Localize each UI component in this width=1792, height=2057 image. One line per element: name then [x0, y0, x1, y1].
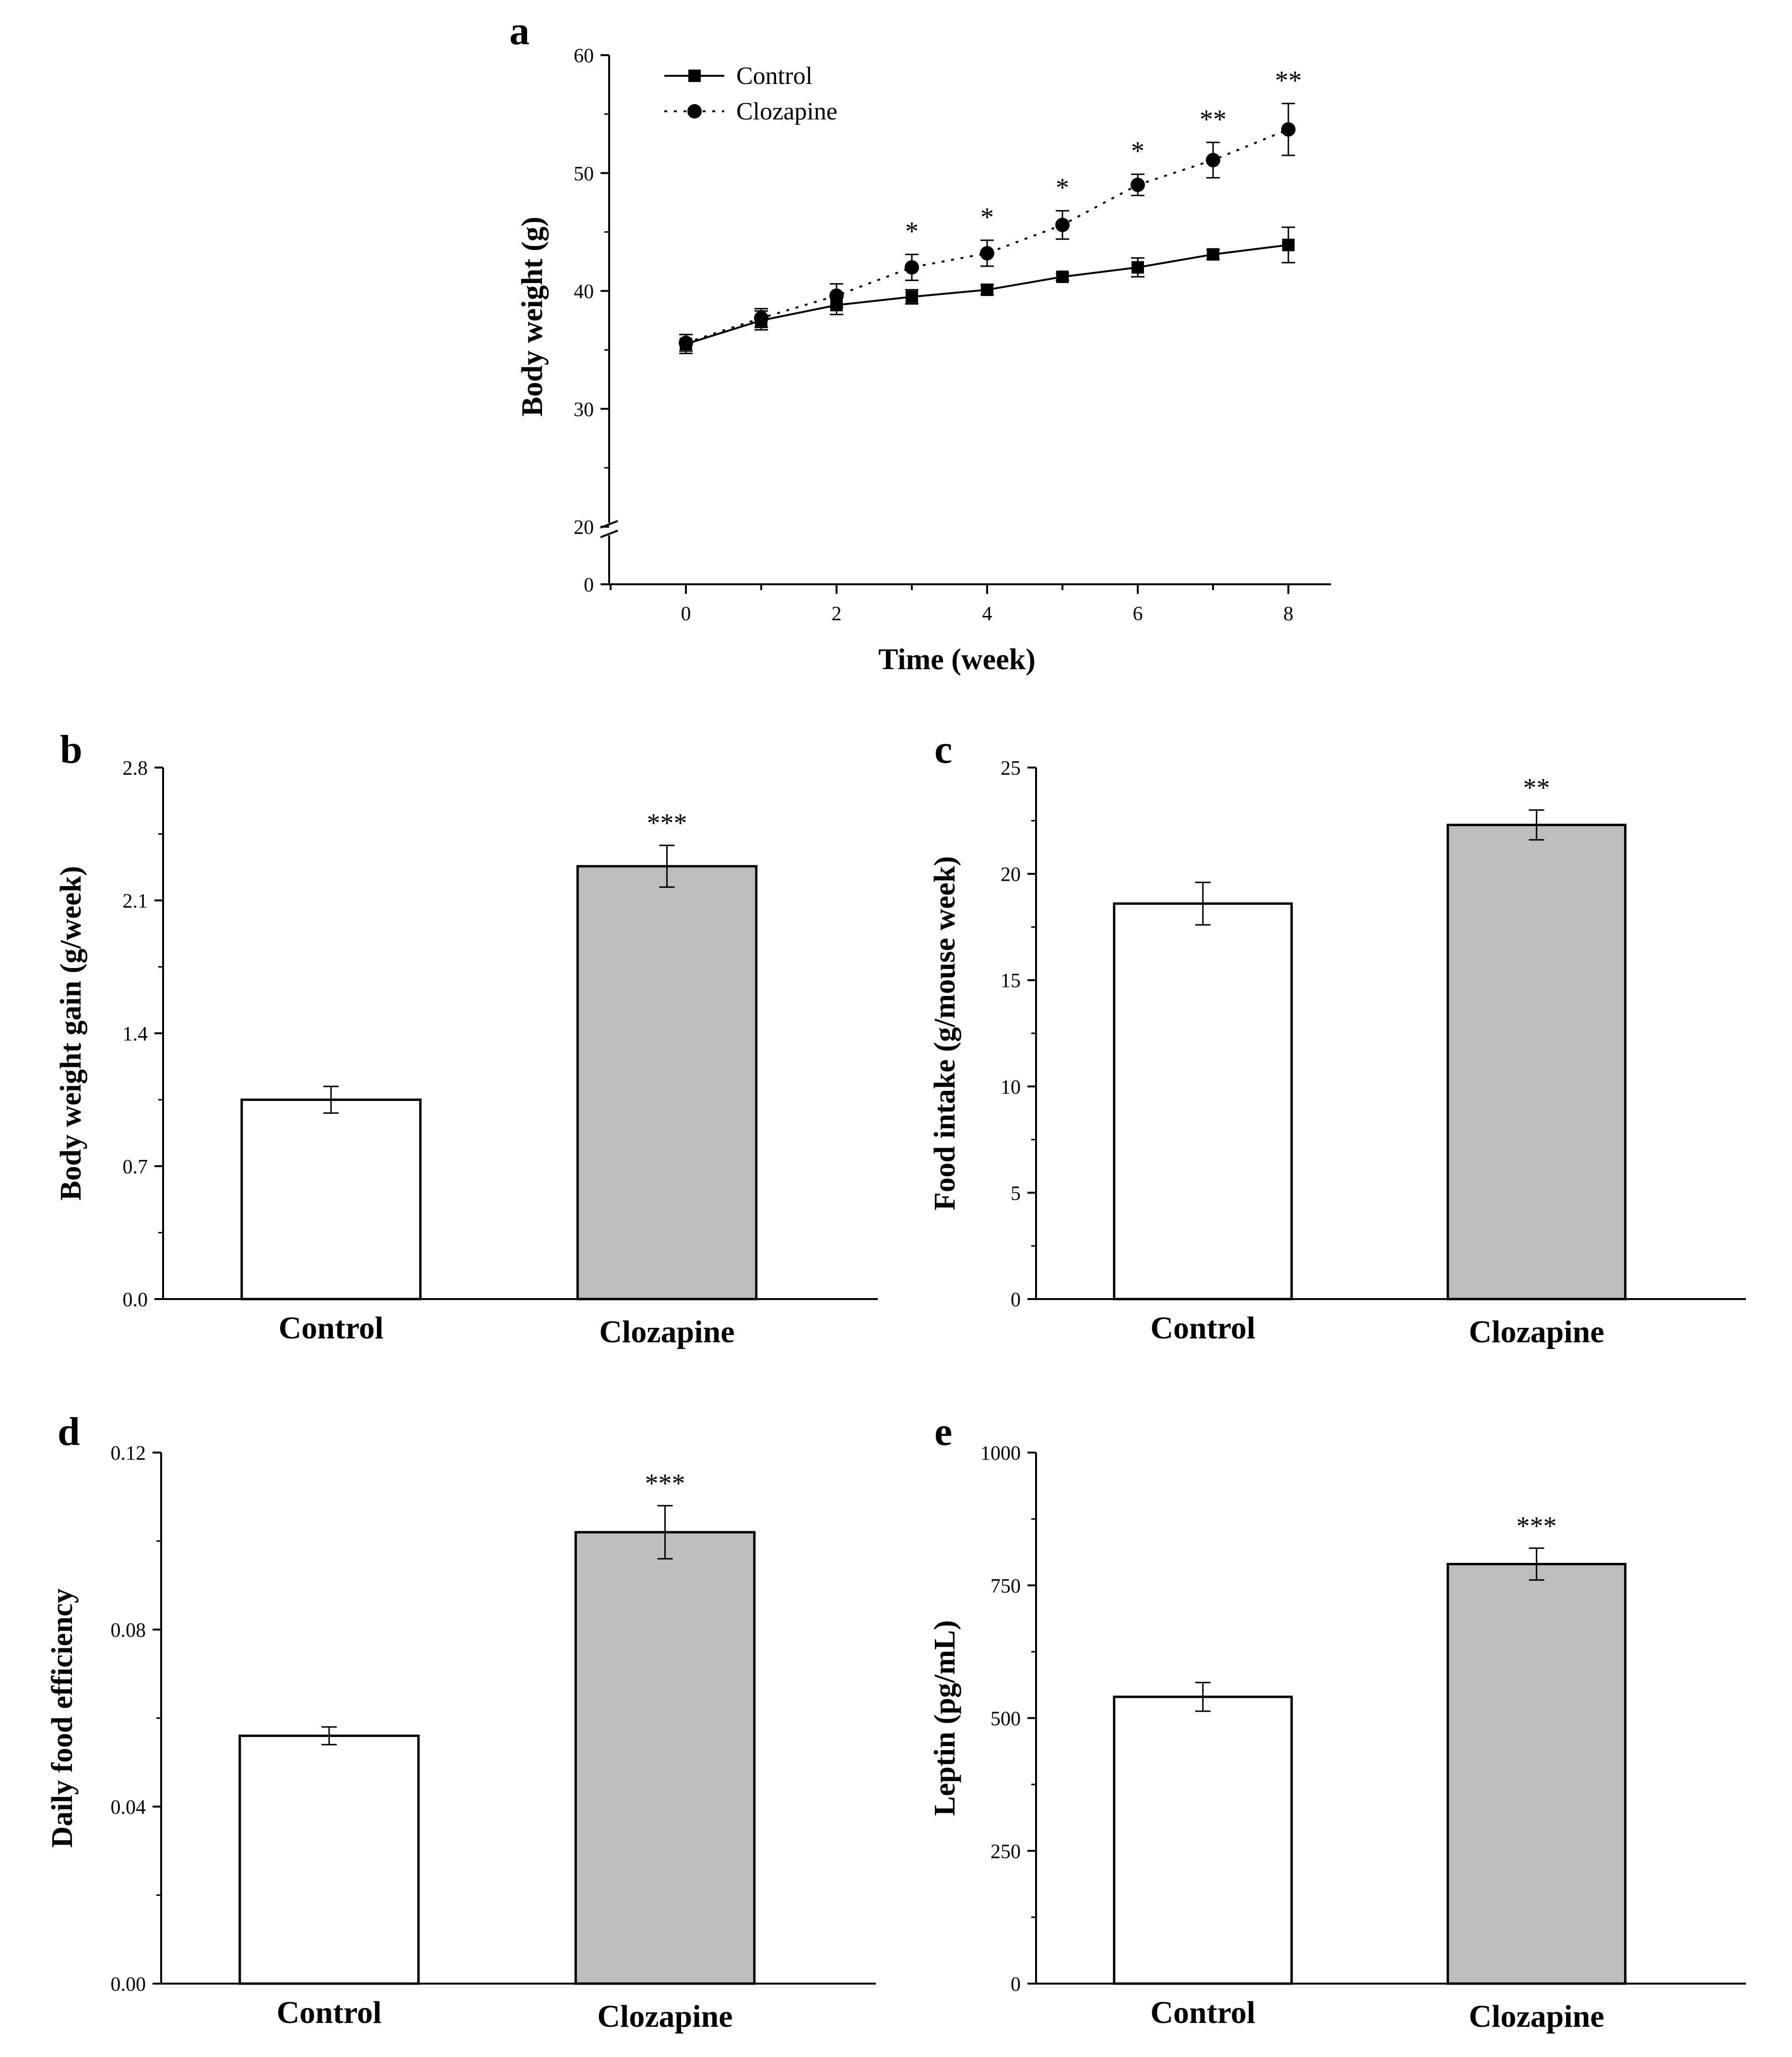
- d-y-axis-title: Daily food efficiency: [46, 1588, 79, 1848]
- b-category-label: Control: [279, 1311, 384, 1346]
- c-bar-clozapine: [1446, 824, 1627, 1300]
- e-y-axis-title: Leptin (pg/mL): [929, 1620, 961, 1816]
- e-y-tick-label: 250: [990, 1841, 1021, 1863]
- a-y-tick-label: 60: [574, 45, 594, 67]
- a-point-control: [981, 284, 993, 296]
- c-panel-label: c: [934, 727, 952, 772]
- panel-c-bar-chart: 0 5 10 15 20 25 Control Clozapine ** Food intake …: [929, 727, 1746, 1349]
- c-bar-control: [1113, 902, 1293, 1300]
- b-y-tick-label: 2.8: [123, 757, 148, 780]
- e-category-label: Clozapine: [1469, 1999, 1604, 2034]
- c-category-label: Control: [1150, 1311, 1255, 1346]
- b-significance-marker: ***: [647, 808, 687, 838]
- a-x-tick-label: 2: [832, 603, 842, 625]
- a-point-clozapine: [905, 260, 919, 275]
- a-panel-label: a: [509, 9, 530, 53]
- b-y-tick-label: 0.0: [123, 1289, 148, 1311]
- a-x-tick-label: 0: [681, 603, 691, 625]
- a-axis-break-mark: [600, 530, 618, 538]
- d-y-tick-label: 0.00: [111, 1974, 146, 1996]
- c-significance-marker: **: [1523, 773, 1550, 803]
- a-x-tick-label: 4: [982, 603, 992, 625]
- b-bar-clozapine: [576, 865, 758, 1300]
- d-bar-clozapine: [574, 1531, 756, 1985]
- a-x-tick-label: 6: [1133, 603, 1143, 625]
- a-point-clozapine: [1206, 153, 1220, 167]
- a-y-tick-label: 0: [584, 574, 594, 596]
- b-y-axis-title: Body weight gain (g/week): [55, 866, 87, 1201]
- a-y-tick-label: 30: [574, 399, 594, 421]
- d-category-label: Clozapine: [597, 1999, 732, 2034]
- e-significance-marker: ***: [1516, 1511, 1556, 1541]
- a-point-control: [1132, 261, 1144, 274]
- e-bar-clozapine: [1446, 1562, 1627, 1985]
- a-significance-marker: **: [1200, 105, 1226, 134]
- e-y-tick-label: 1000: [980, 1442, 1021, 1465]
- a-y-tick-label: 40: [574, 281, 594, 303]
- a-significance-marker: *: [1131, 136, 1144, 166]
- b-y-tick-label: 1.4: [123, 1023, 148, 1045]
- d-y-tick-label: 0.04: [111, 1797, 146, 1819]
- e-category-label: Control: [1150, 1995, 1255, 2030]
- e-bar-control: [1113, 1695, 1293, 1985]
- panel-d-bar-chart: 0.00 0.04 0.08 0.12 Control Clozapine *** Daily…: [46, 1409, 876, 2034]
- a-point-clozapine: [754, 311, 768, 326]
- a-legend-label: Control: [736, 62, 813, 90]
- a-point-control: [1282, 238, 1295, 251]
- e-y-tick-label: 500: [990, 1708, 1021, 1730]
- a-y-tick-label: 50: [574, 163, 594, 185]
- a-legend-marker-control: [688, 70, 701, 82]
- a-legend-label: Clozapine: [736, 98, 837, 125]
- a-point-clozapine: [829, 288, 844, 303]
- b-panel-label: b: [60, 727, 83, 772]
- d-significance-marker: ***: [645, 1469, 685, 1499]
- a-y-axis-title: Body weight (g): [516, 217, 549, 417]
- b-y-tick-label: 0.7: [123, 1156, 148, 1178]
- a-significance-marker: *: [980, 202, 994, 232]
- a-point-control: [1056, 271, 1069, 284]
- e-y-tick-label: 0: [1011, 1974, 1021, 1996]
- c-y-tick-label: 20: [1001, 864, 1021, 886]
- c-y-tick-label: 0: [1011, 1289, 1021, 1311]
- a-significance-marker: *: [1056, 173, 1069, 202]
- a-significance-marker: *: [905, 216, 919, 246]
- b-bar-control: [240, 1099, 422, 1300]
- e-panel-label: e: [934, 1409, 952, 1454]
- a-x-tick-label: 8: [1284, 603, 1294, 625]
- a-significance-marker: **: [1275, 66, 1302, 95]
- panel-a-line-chart: 0 20 30 40 50 60 0 2 4 6 8 Time (week) Body weight (…: [509, 9, 1331, 676]
- b-y-tick-label: 2.1: [123, 890, 148, 912]
- a-series-line-clozapine: [685, 128, 1289, 344]
- a-x-axis-title: Time (week): [878, 643, 1036, 676]
- a-y-tick-label: 20: [574, 517, 594, 539]
- c-y-tick-label: 25: [1001, 757, 1021, 780]
- e-y-tick-label: 750: [990, 1575, 1021, 1597]
- c-y-tick-label: 10: [1001, 1076, 1021, 1099]
- a-point-control: [906, 290, 918, 303]
- d-category-label: Control: [277, 1995, 382, 2030]
- a-legend-marker-clozapine: [687, 104, 702, 118]
- a-point-clozapine: [1281, 122, 1296, 137]
- b-category-label: Clozapine: [599, 1314, 734, 1349]
- c-category-label: Clozapine: [1469, 1314, 1604, 1349]
- a-point-control: [1207, 248, 1219, 261]
- c-y-tick-label: 15: [1001, 970, 1021, 992]
- a-point-clozapine: [679, 335, 693, 350]
- a-point-clozapine: [1131, 177, 1145, 192]
- panel-e-bar-chart: 0 250 500 750 1000 Control Clozapine *** Leptin …: [929, 1409, 1746, 2034]
- c-y-axis-title: Food intake (g/mouse week): [929, 856, 961, 1211]
- d-bar-control: [238, 1734, 420, 1985]
- d-panel-label: d: [58, 1409, 80, 1454]
- d-y-tick-label: 0.12: [111, 1442, 146, 1465]
- c-y-tick-label: 5: [1011, 1182, 1021, 1205]
- d-y-tick-label: 0.08: [111, 1620, 146, 1642]
- a-point-clozapine: [980, 246, 994, 260]
- a-point-clozapine: [1055, 217, 1070, 232]
- panel-b-bar-chart: 0.0 0.7 1.4 2.1 2.8 Control Clozapine *** Body w…: [55, 727, 878, 1349]
